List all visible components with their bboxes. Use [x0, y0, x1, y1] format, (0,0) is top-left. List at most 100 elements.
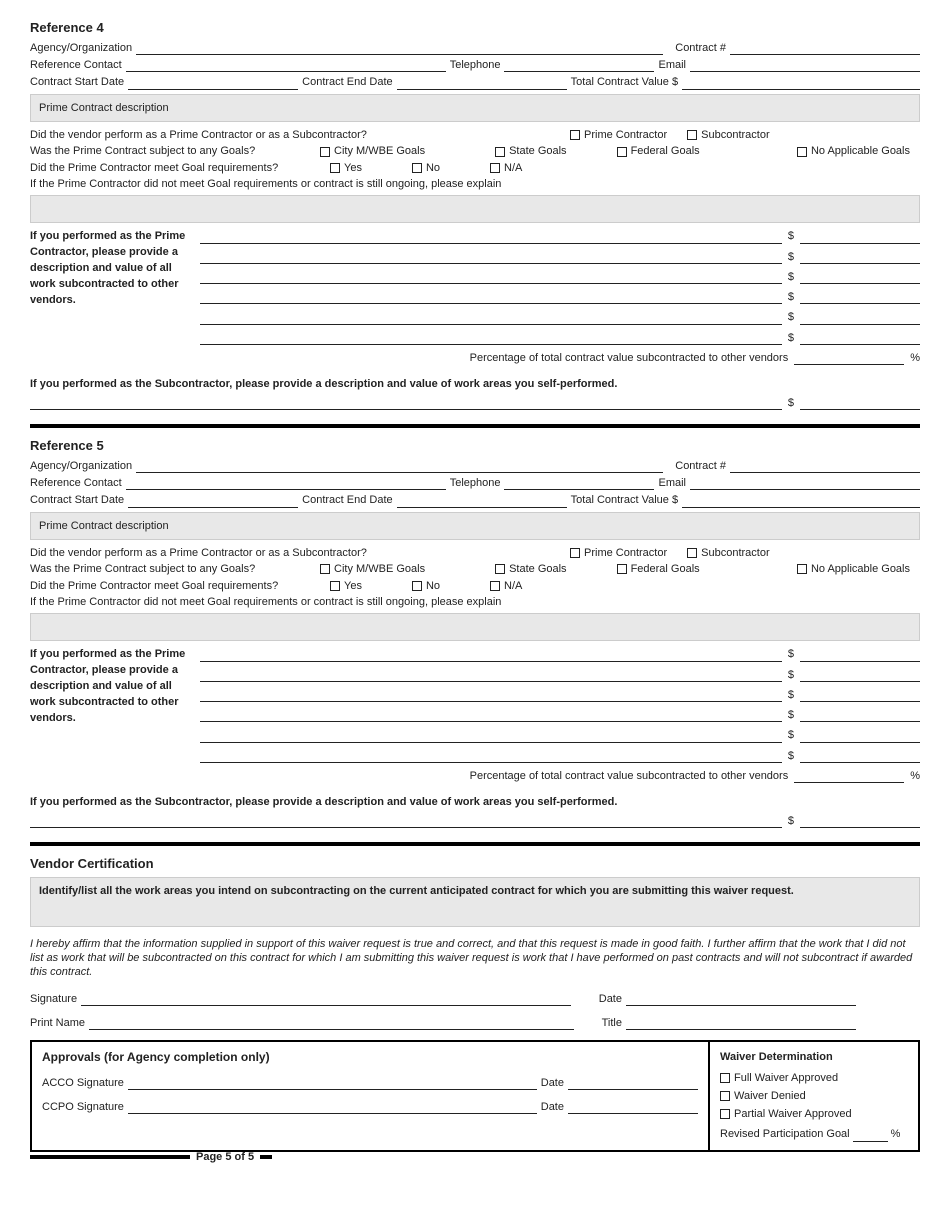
sub-desc-5[interactable]	[200, 313, 782, 325]
label-primedesc-5: Prime Contract description	[39, 520, 169, 532]
cb-state[interactable]: State Goals	[495, 144, 566, 158]
label-signature: Signature	[30, 992, 77, 1006]
sub-val-2-5[interactable]	[800, 670, 920, 682]
input-contractnum-5[interactable]	[730, 461, 920, 473]
sub-val-5-5[interactable]	[800, 731, 920, 743]
sub-desc-5-5[interactable]	[200, 731, 782, 743]
dollar-sign: $	[788, 688, 794, 702]
input-enddate[interactable]	[397, 78, 567, 90]
sub-desc-1[interactable]	[200, 232, 782, 244]
cb-na[interactable]: N/A	[490, 161, 522, 175]
cb-na-5[interactable]: N/A	[490, 579, 522, 593]
sub-desc-1-5[interactable]	[200, 650, 782, 662]
dollar-sign: $	[788, 229, 794, 243]
cb-full-approved[interactable]: Full Waiver Approved	[720, 1071, 898, 1085]
subperf-val[interactable]	[800, 398, 920, 410]
vendor-cert-box[interactable]: Identify/list all the work areas you int…	[30, 877, 920, 927]
input-totalvalue[interactable]	[682, 78, 920, 90]
input-email-5[interactable]	[690, 478, 920, 490]
pct-input[interactable]	[794, 353, 904, 365]
sub-desc-4[interactable]	[200, 292, 782, 304]
revised-pct: %	[891, 1127, 901, 1141]
approvals-right: Waiver Determination Full Waiver Approve…	[708, 1042, 918, 1149]
input-telephone-5[interactable]	[504, 478, 654, 490]
sub-desc-3-5[interactable]	[200, 690, 782, 702]
input-enddate-5[interactable]	[397, 496, 567, 508]
cb-sub-5[interactable]: Subcontractor	[687, 546, 769, 560]
input-ccpo-date[interactable]	[568, 1102, 698, 1114]
input-startdate-5[interactable]	[128, 496, 298, 508]
cb-city[interactable]: City M/WBE Goals	[320, 144, 425, 158]
input-agency[interactable]	[136, 43, 663, 55]
cb-yes-5[interactable]: Yes	[330, 579, 362, 593]
input-refcontact[interactable]	[126, 60, 446, 72]
sub-val-6-5[interactable]	[800, 751, 920, 763]
cb-state-5[interactable]: State Goals	[495, 562, 566, 576]
subperf-val-5[interactable]	[800, 816, 920, 828]
q4-box[interactable]	[30, 195, 920, 223]
cb-sub[interactable]: Subcontractor	[687, 128, 769, 142]
prime-desc-box[interactable]: Prime Contract description	[30, 94, 920, 122]
sub-desc-6-5[interactable]	[200, 751, 782, 763]
sub-desc-2[interactable]	[200, 252, 782, 264]
sub-val-5[interactable]	[800, 313, 920, 325]
input-printname[interactable]	[89, 1018, 574, 1030]
input-startdate[interactable]	[128, 78, 298, 90]
input-acco-date[interactable]	[568, 1078, 698, 1090]
input-contractnum[interactable]	[730, 43, 920, 55]
label-totalvalue-5: Total Contract Value $	[571, 493, 678, 507]
prime-sub-label: If you performed as the Prime Contractor…	[30, 229, 190, 371]
input-totalvalue-5[interactable]	[682, 496, 920, 508]
prime-desc-box-5[interactable]: Prime Contract description	[30, 512, 920, 540]
input-telephone[interactable]	[504, 60, 654, 72]
cb-no-5[interactable]: No	[412, 579, 440, 593]
subperf-desc[interactable]	[30, 398, 782, 410]
checkbox-icon	[617, 147, 627, 157]
vendor-cert-section: Vendor Certification Identify/list all t…	[30, 856, 920, 1030]
label-revised: Revised Participation Goal	[720, 1127, 850, 1141]
label-ccpo-date: Date	[541, 1100, 564, 1114]
row-agency: Agency/Organization Contract #	[30, 41, 920, 55]
cb-none[interactable]: No Applicable Goals	[797, 144, 910, 158]
row-contact: Reference Contact Telephone Email	[30, 58, 920, 72]
sub-val-4-5[interactable]	[800, 710, 920, 722]
sub-val-3[interactable]	[800, 272, 920, 284]
sub-val-2[interactable]	[800, 252, 920, 264]
input-title[interactable]	[626, 1018, 856, 1030]
sub-val-4[interactable]	[800, 292, 920, 304]
input-revised[interactable]	[853, 1130, 888, 1142]
sub-val-1[interactable]	[800, 232, 920, 244]
input-refcontact-5[interactable]	[126, 478, 446, 490]
cb-partial[interactable]: Partial Waiver Approved	[720, 1107, 898, 1121]
pct-input-5[interactable]	[794, 771, 904, 783]
checkbox-icon	[330, 163, 340, 173]
sub-desc-3[interactable]	[200, 272, 782, 284]
input-acco[interactable]	[128, 1078, 537, 1090]
sub-val-6[interactable]	[800, 333, 920, 345]
sub-desc-2-5[interactable]	[200, 670, 782, 682]
cb-prime-5[interactable]: Prime Contractor	[570, 546, 667, 560]
footer-text: Page 5 of 5	[190, 1150, 260, 1164]
sub-desc-6[interactable]	[200, 333, 782, 345]
q4-box-5[interactable]	[30, 613, 920, 641]
subperf-desc-5[interactable]	[30, 816, 782, 828]
sub-val-1-5[interactable]	[800, 650, 920, 662]
input-sig-date[interactable]	[626, 994, 856, 1006]
cb-prime[interactable]: Prime Contractor	[570, 128, 667, 142]
cb-federal[interactable]: Federal Goals	[617, 144, 700, 158]
cb-none-5[interactable]: No Applicable Goals	[797, 562, 910, 576]
input-email[interactable]	[690, 60, 920, 72]
input-agency-5[interactable]	[136, 461, 663, 473]
cb-yes[interactable]: Yes	[330, 161, 362, 175]
label-primedesc: Prime Contract description	[39, 102, 169, 114]
sub-desc-4-5[interactable]	[200, 710, 782, 722]
cb-denied[interactable]: Waiver Denied	[720, 1089, 898, 1103]
input-ccpo[interactable]	[128, 1102, 537, 1114]
cb-federal-5[interactable]: Federal Goals	[617, 562, 700, 576]
cb-city-5[interactable]: City M/WBE Goals	[320, 562, 425, 576]
sub-val-3-5[interactable]	[800, 690, 920, 702]
checkbox-icon	[490, 581, 500, 591]
label-telephone: Telephone	[450, 58, 501, 72]
cb-no[interactable]: No	[412, 161, 440, 175]
input-signature[interactable]	[81, 994, 571, 1006]
